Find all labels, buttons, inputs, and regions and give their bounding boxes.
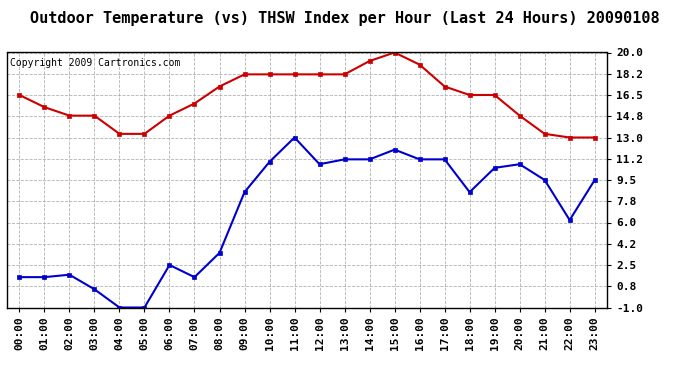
Text: Outdoor Temperature (vs) THSW Index per Hour (Last 24 Hours) 20090108: Outdoor Temperature (vs) THSW Index per …: [30, 11, 660, 26]
Text: Copyright 2009 Cartronics.com: Copyright 2009 Cartronics.com: [10, 58, 180, 68]
